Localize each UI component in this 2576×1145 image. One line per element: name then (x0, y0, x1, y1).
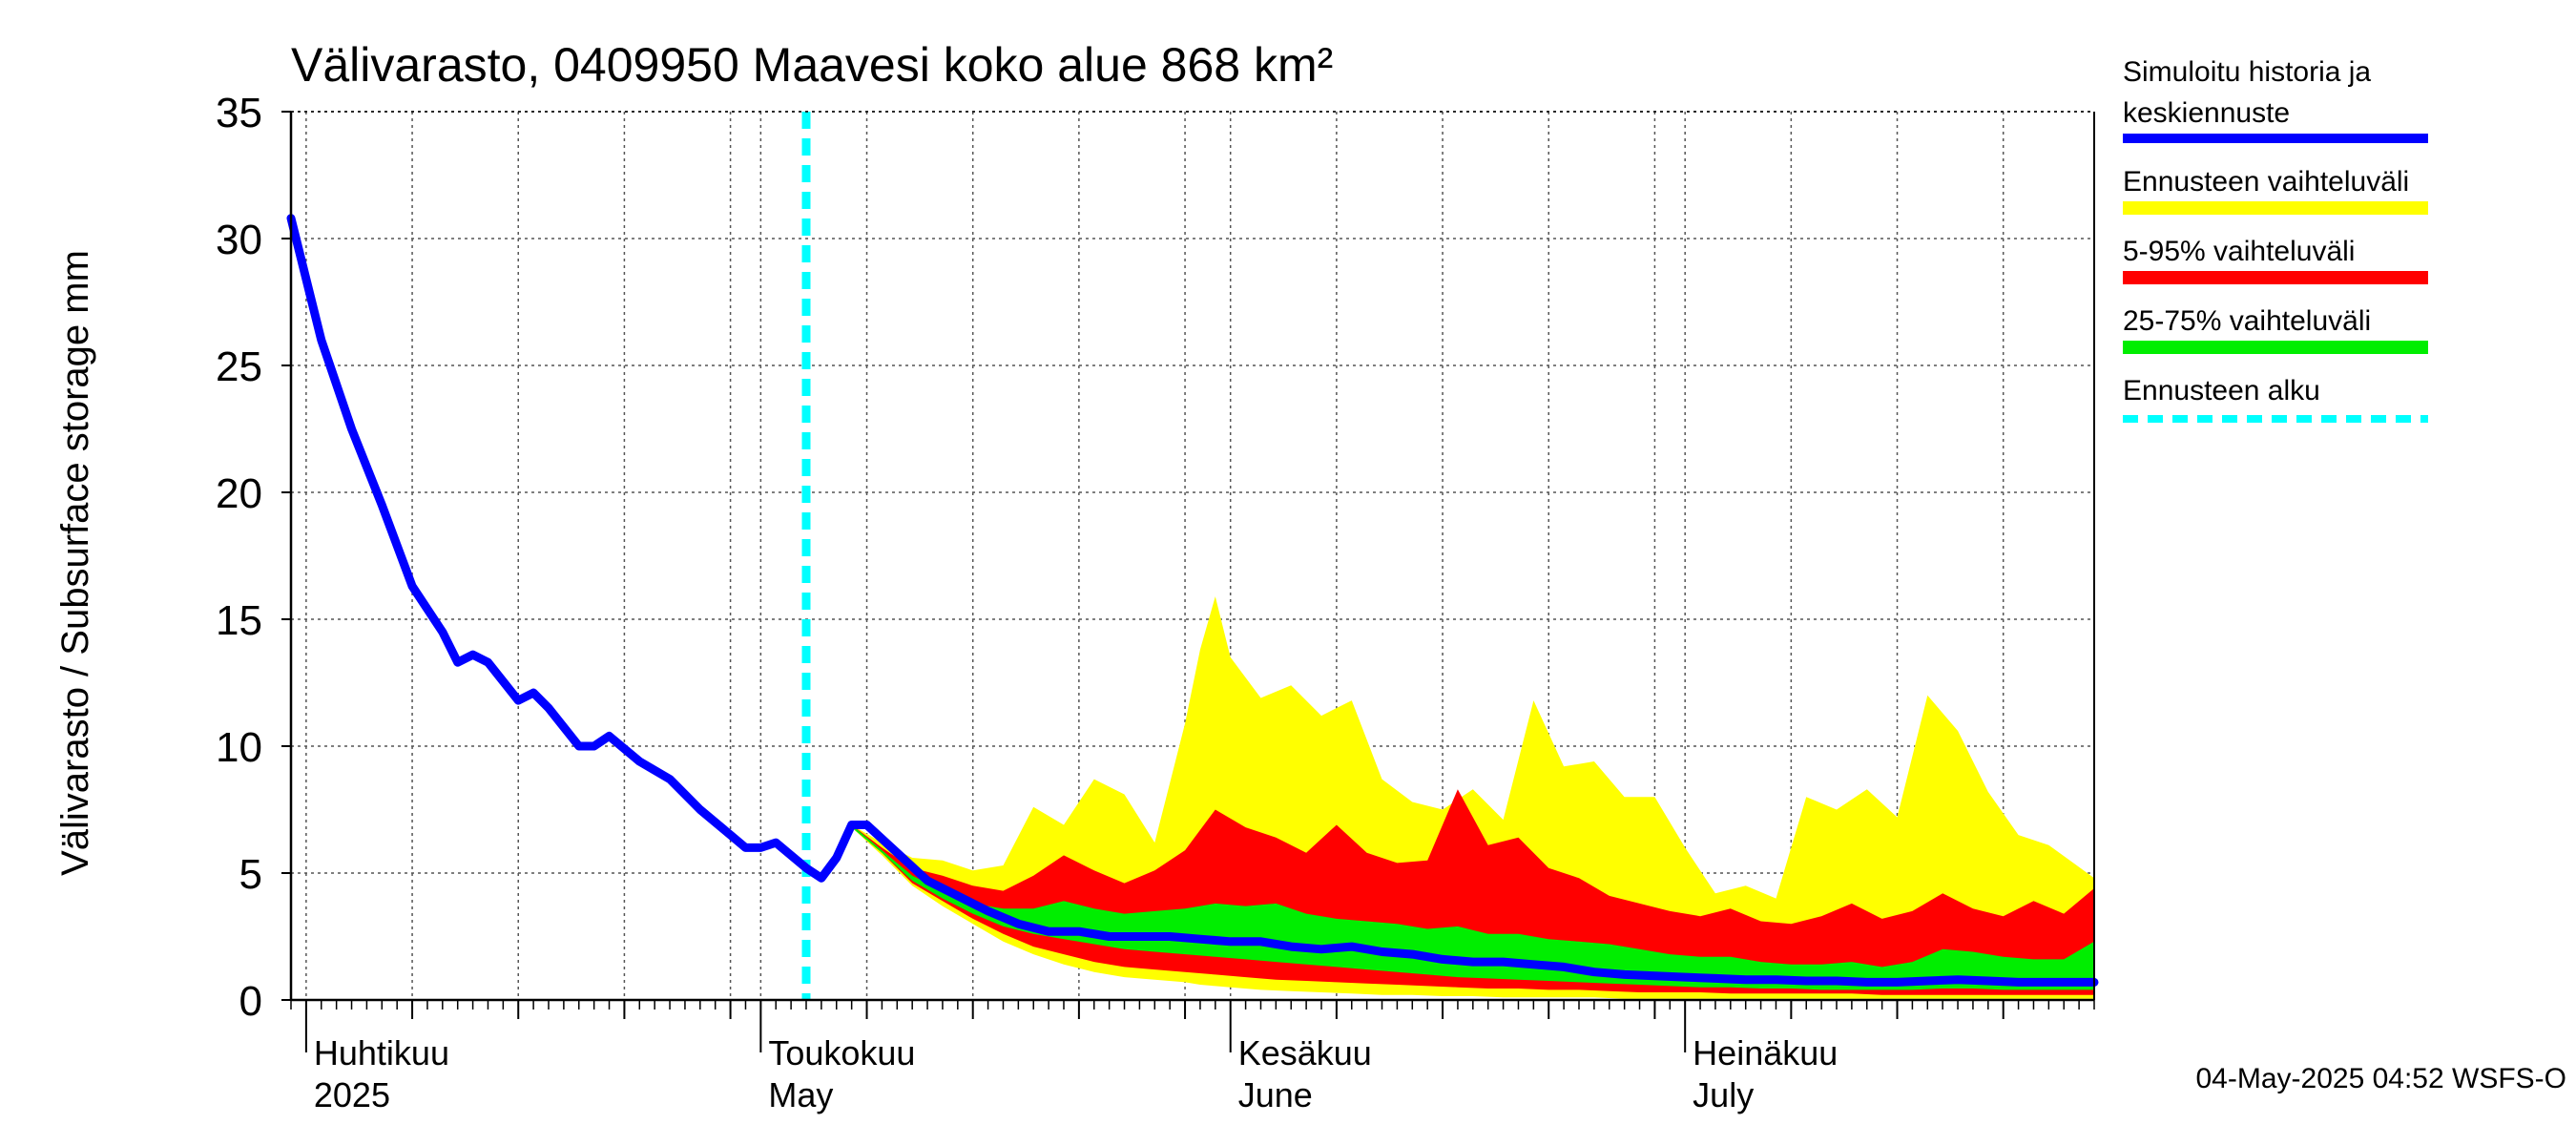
forecast-bands (851, 596, 2094, 999)
y-tick-label: 15 (216, 597, 262, 644)
y-tick-label: 30 (216, 217, 262, 263)
x-month-label: Kesäkuu (1238, 1033, 1372, 1072)
y-tick-label: 10 (216, 724, 262, 771)
legend-label-5-95: 5-95% vaihteluväli (2123, 236, 2355, 267)
x-month-label: Heinäkuu (1693, 1033, 1838, 1072)
y-tick-label: 35 (216, 90, 262, 136)
y-tick-label: 5 (239, 851, 262, 898)
x-month-sublabel: July (1693, 1075, 1754, 1114)
x-month-label: Huhtikuu (314, 1033, 449, 1072)
y-tick-label: 0 (239, 978, 262, 1025)
x-month-sublabel: 2025 (314, 1075, 390, 1114)
x-month-label: Toukokuu (768, 1033, 915, 1072)
y-axis-label: Välivarasto / Subsurface storage mm (54, 250, 96, 876)
footer-timestamp: 04-May-2025 04:52 WSFS-O (2196, 1063, 2567, 1094)
legend-label-simulated-line2: keskiennuste (2123, 97, 2290, 129)
y-tick-label: 25 (216, 344, 262, 390)
legend: Simuloitu historia ja keskiennuste Ennus… (2123, 56, 2428, 423)
legend-label-forecast-start: Ennusteen alku (2123, 375, 2320, 406)
legend-label-simulated-line1: Simuloitu historia ja (2123, 56, 2371, 88)
x-month-sublabel: May (768, 1075, 833, 1114)
x-month-sublabel: June (1238, 1075, 1313, 1114)
tick-labels: 05101520253035Huhtikuu2025ToukokuuMayKes… (216, 90, 1838, 1114)
band-area (851, 824, 2094, 990)
y-tick-label: 20 (216, 470, 262, 517)
legend-label-forecast-range: Ennusteen vaihteluväli (2123, 166, 2409, 198)
axes (281, 111, 2095, 1052)
chart-title: Välivarasto, 0409950 Maavesi koko alue 8… (291, 38, 1333, 92)
series-line (286, 214, 2099, 987)
legend-label-25-75: 25-75% vaihteluväli (2123, 305, 2371, 337)
series-lines (286, 112, 2099, 1000)
